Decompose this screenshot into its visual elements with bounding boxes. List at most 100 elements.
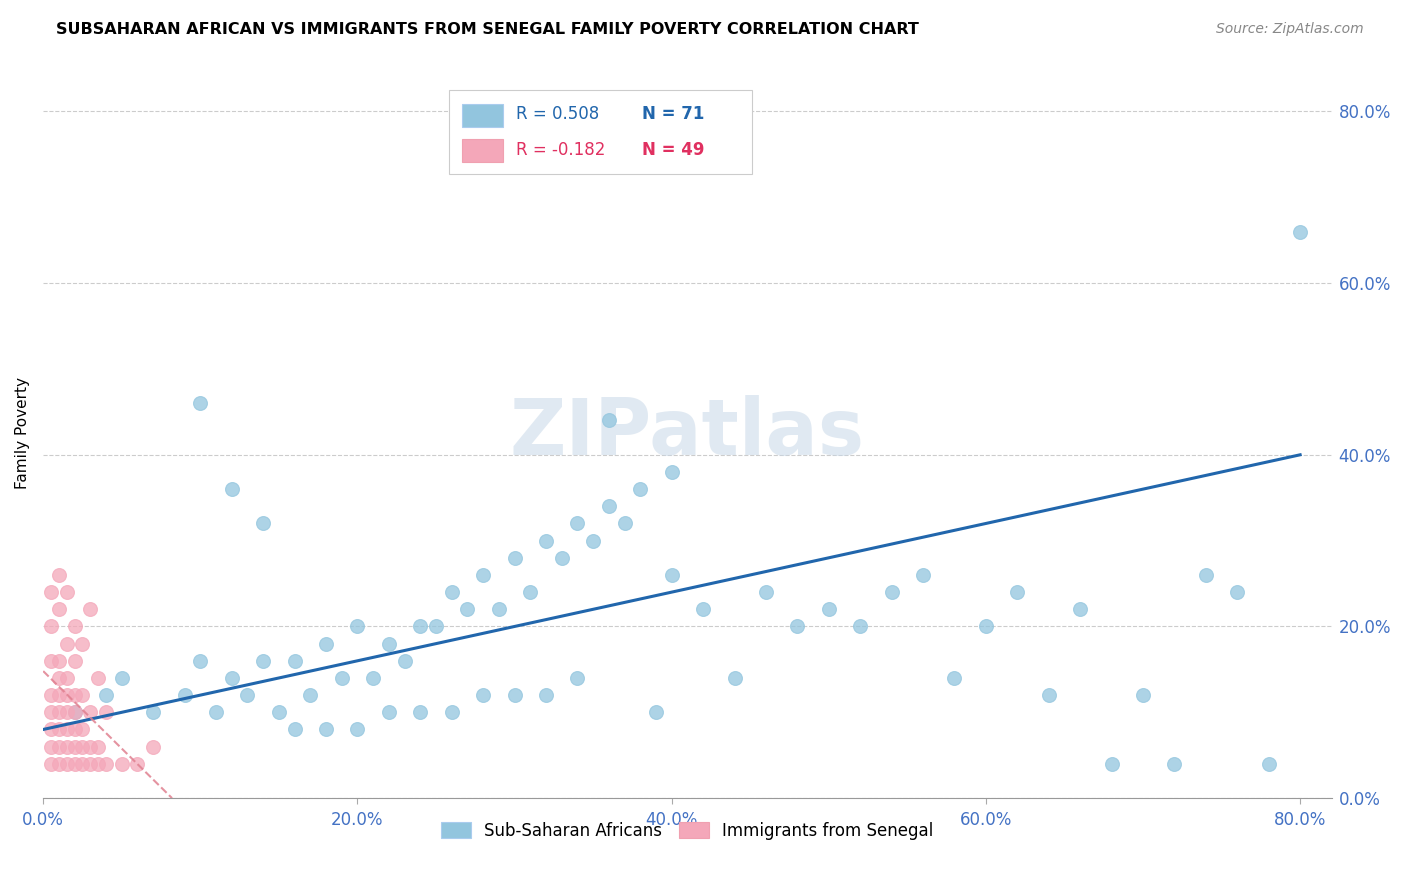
Point [39, 756, 62, 771]
Point [534, 688, 557, 702]
Text: SUBSAHARAN AFRICAN VS IMMIGRANTS FROM SENEGAL FAMILY POVERTY CORRELATION CHART: SUBSAHARAN AFRICAN VS IMMIGRANTS FROM SE… [56, 22, 920, 37]
FancyBboxPatch shape [463, 103, 503, 127]
Point [39, 739, 62, 754]
Point [880, 585, 903, 599]
Point [63, 723, 86, 737]
Text: N = 49: N = 49 [643, 141, 704, 160]
Point [755, 585, 778, 599]
Text: Source: ZipAtlas.com: Source: ZipAtlas.com [1216, 22, 1364, 37]
Point [72, 637, 94, 651]
Point [79, 706, 101, 720]
Point [63, 706, 86, 720]
Point [79, 602, 101, 616]
Point [142, 706, 165, 720]
Point [661, 465, 683, 479]
Point [503, 688, 526, 702]
Point [1226, 585, 1249, 599]
Point [661, 568, 683, 582]
Point [111, 671, 134, 685]
Point [55, 688, 77, 702]
Point [723, 671, 745, 685]
Point [1132, 688, 1154, 702]
Point [1257, 756, 1279, 771]
Point [1007, 585, 1029, 599]
Point [188, 396, 211, 410]
Point [63, 688, 86, 702]
Point [519, 585, 541, 599]
Point [173, 688, 195, 702]
Point [409, 619, 432, 633]
Point [39, 619, 62, 633]
Point [613, 516, 636, 531]
Point [267, 706, 290, 720]
Text: R = 0.508: R = 0.508 [516, 105, 599, 123]
Point [1195, 568, 1218, 582]
Point [598, 413, 620, 427]
Point [440, 585, 463, 599]
Point [72, 688, 94, 702]
Point [63, 619, 86, 633]
Point [55, 671, 77, 685]
Point [221, 671, 243, 685]
Point [582, 533, 605, 548]
Point [48, 723, 70, 737]
Point [236, 688, 259, 702]
Point [346, 619, 368, 633]
Point [127, 756, 149, 771]
Point [849, 619, 872, 633]
Point [284, 654, 307, 668]
Point [48, 756, 70, 771]
Point [55, 706, 77, 720]
Point [943, 671, 966, 685]
Point [111, 756, 134, 771]
Point [440, 706, 463, 720]
Point [72, 739, 94, 754]
Point [48, 654, 70, 668]
Point [39, 688, 62, 702]
Point [912, 568, 935, 582]
Point [63, 706, 86, 720]
Point [79, 756, 101, 771]
Point [39, 585, 62, 599]
Point [72, 756, 94, 771]
Point [425, 619, 447, 633]
Point [786, 619, 808, 633]
Point [534, 533, 557, 548]
Point [692, 602, 714, 616]
Y-axis label: Family Poverty: Family Poverty [15, 377, 30, 490]
Point [55, 585, 77, 599]
Point [361, 671, 384, 685]
Point [94, 706, 117, 720]
Legend: Sub-Saharan Africans, Immigrants from Senegal: Sub-Saharan Africans, Immigrants from Se… [436, 816, 939, 845]
Point [378, 706, 401, 720]
Point [378, 637, 401, 651]
Point [315, 637, 337, 651]
Point [394, 654, 416, 668]
Point [503, 550, 526, 565]
Point [87, 756, 110, 771]
Point [315, 723, 337, 737]
Point [221, 482, 243, 496]
Point [79, 739, 101, 754]
Point [39, 654, 62, 668]
Point [63, 756, 86, 771]
Point [252, 516, 274, 531]
Point [567, 671, 589, 685]
Point [817, 602, 839, 616]
FancyBboxPatch shape [449, 90, 752, 174]
Point [628, 482, 651, 496]
Point [1069, 602, 1091, 616]
Point [87, 671, 110, 685]
Point [1101, 756, 1123, 771]
Point [48, 671, 70, 685]
Text: R = -0.182: R = -0.182 [516, 141, 606, 160]
Point [55, 756, 77, 771]
Point [1289, 225, 1312, 239]
Point [188, 654, 211, 668]
Point [87, 739, 110, 754]
Point [39, 706, 62, 720]
Point [72, 723, 94, 737]
Point [550, 550, 572, 565]
Text: ZIPatlas: ZIPatlas [510, 395, 865, 471]
Text: N = 71: N = 71 [643, 105, 704, 123]
